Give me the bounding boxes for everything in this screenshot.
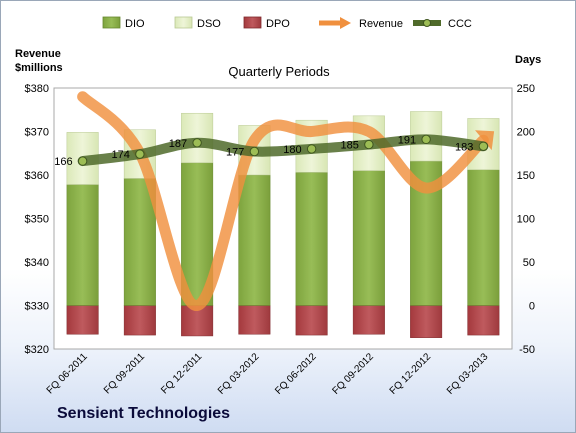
left-tick-label: $360 [25,170,49,182]
legend-swatch-arrow [340,17,351,29]
ccc-point [364,139,374,150]
ccc-point [77,156,88,166]
ccc-data-label: 183 [455,141,473,153]
left-tick-label: $370 [25,127,49,139]
ccc-data-label: 166 [54,156,72,168]
x-tick-label: FQ 12-2012 [388,351,434,397]
left-tick-label: $350 [25,214,49,226]
dpo-bar [66,305,99,335]
revenue-series [77,91,495,311]
x-tick-label: FQ 09-2012 [330,351,376,397]
dio-bar [66,184,99,306]
chart-title: Quarterly Periods [228,64,330,79]
legend-label: DIO [125,18,145,30]
ccc-line [77,134,489,167]
ccc-data-label: 185 [341,140,359,152]
ccc-point [478,141,489,151]
x-axis-labels: FQ 06-2011 FQ 09-2011 FQ 12-2011 FQ 03-2012… [45,351,491,397]
ccc-data-label: 177 [226,147,244,159]
revenue-line [77,91,489,311]
legend-swatch [102,16,121,29]
right-tick-label: 200 [517,127,535,139]
right-tick-label: -50 [519,344,535,356]
dpo-bar [410,305,443,338]
left-tick-label: $330 [25,301,49,313]
legend-swatch [243,16,262,29]
right-tick-label: 50 [523,257,535,269]
legend-swatch-marker [423,19,431,27]
left-tick-label: $340 [25,257,49,269]
ccc-series: 166 174 187 177 180 185 191 183 [54,134,489,168]
x-tick-label: FQ 06-2012 [273,351,319,397]
x-tick-label: FQ 06-2011 [45,351,90,396]
dpo-bar [352,305,385,335]
legend-label: CCC [448,18,472,30]
dio-bar [352,170,385,306]
ccc-data-label: 180 [283,144,301,156]
dio-bar [467,169,500,306]
legend: DIO DSO DPO Revenue CCC [102,16,472,30]
ccc-point [421,134,431,145]
left-axis-title-line2: $millions [15,62,63,74]
ccc-point [249,146,260,157]
bar-series [66,111,500,338]
left-axis-title-line1: Revenue [15,48,61,60]
x-tick-label: FQ 09-2011 [102,351,147,396]
x-tick-label: FQ 12-2011 [159,351,204,396]
right-tick-label: 100 [517,214,535,226]
x-tick-label: FQ 03-2012 [216,351,262,397]
dpo-bar [295,305,328,336]
company-name: Sensient Technologies [57,405,231,422]
ccc-point [192,138,202,148]
left-tick-label: $380 [25,83,49,95]
right-axis-title: Days [515,54,541,66]
right-tick-label: 250 [517,83,535,95]
legend-label: DPO [266,18,290,30]
legend-swatch [174,16,193,29]
ccc-data-label: 191 [398,134,416,146]
right-tick-label: 150 [517,170,535,182]
dio-bar [295,172,328,306]
ccc-data-label: 187 [169,138,187,150]
dpo-bar [467,305,500,336]
legend-label: DSO [197,18,221,30]
dio-bar [123,178,156,306]
left-axis: $320 $330 $340 $350 $360 $370 $380 [25,83,49,356]
ccc-data-label: 174 [112,149,130,161]
legend-label: Revenue [359,18,403,30]
dpo-bar [123,305,156,336]
ccc-point [135,149,145,159]
ccc-point [306,144,317,154]
dpo-bar [238,305,271,335]
right-axis: -50 0 50 100 150 200 250 [517,83,535,356]
left-tick-label: $320 [25,344,49,356]
right-tick-label: 0 [529,301,535,313]
x-tick-label: FQ 03-2013 [445,351,491,397]
dio-bar [238,174,271,306]
revenue-arrowhead [475,130,495,151]
